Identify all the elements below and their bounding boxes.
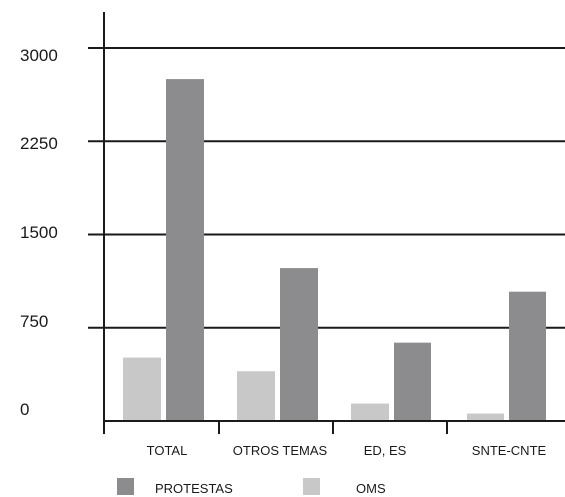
legend-label-oms: OMS [356,481,386,496]
y-tick-label: 1500 [20,223,58,242]
legend: PROTESTAS OMS [117,478,386,496]
legend-swatch-protestas [117,478,134,495]
bar-protestas-otros-temas [280,268,318,421]
x-category-label: OTROS TEMAS [233,443,328,458]
legend-label-protestas: PROTESTAS [155,481,233,496]
y-tick-label: 0 [20,400,29,419]
bar-oms-otros-temas [237,371,275,421]
bar-oms-snte-cnte [467,413,504,421]
x-category-label: TOTAL [147,443,188,458]
axes [103,12,565,434]
bars [123,79,546,421]
gridlines [88,47,565,329]
bar-oms-ed-es [351,403,389,421]
bar-protestas-total [166,79,204,421]
x-category-labels: TOTAL OTROS TEMAS ED, ES SNTE-CNTE [147,443,547,458]
bar-oms-total [123,357,161,421]
legend-swatch-oms [303,478,320,495]
y-tick-label: 2250 [20,134,58,153]
y-tick-label: 3000 [20,46,58,65]
y-tick-label: 750 [20,312,48,331]
x-category-label: ED, ES [364,443,407,458]
bar-protestas-ed-es [394,342,431,421]
bar-protestas-snte-cnte [509,291,546,421]
y-tick-labels: 3000 2250 1500 750 0 [20,46,58,419]
x-category-label: SNTE-CNTE [472,443,547,458]
